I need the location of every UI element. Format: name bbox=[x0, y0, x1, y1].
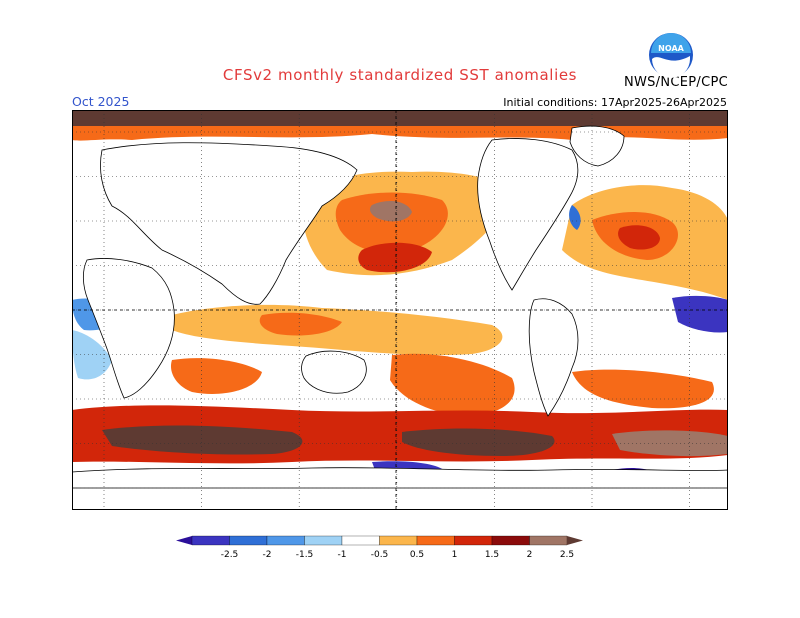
legend-tick-label: 2.5 bbox=[560, 550, 574, 560]
legend-tick-label: 2 bbox=[527, 550, 533, 560]
legend-tick-label: -2.5 bbox=[221, 550, 239, 560]
legend-tick-label: -0.5 bbox=[371, 550, 389, 560]
initial-conditions: Initial conditions: 17Apr2025-26Apr2025 bbox=[503, 96, 727, 109]
tropical-warm-anomaly bbox=[172, 304, 503, 356]
legend-swatch bbox=[491, 535, 530, 546]
legend-arrow-right bbox=[567, 536, 583, 545]
legend-tick-label: 1 bbox=[452, 550, 458, 560]
sst-anomaly-map: 80N60N40N20NEQ20S40S60S80S060E120E180120… bbox=[72, 110, 728, 510]
legend-tick-label: 1.5 bbox=[485, 550, 499, 560]
arctic-anomaly-band bbox=[72, 110, 728, 126]
map-frame bbox=[72, 110, 728, 510]
arctic-warm-fringe bbox=[72, 126, 728, 141]
noaa-logo: NOAA bbox=[649, 33, 693, 78]
south-america bbox=[528, 298, 579, 417]
forecast-period: Oct 2025 bbox=[72, 94, 130, 109]
indian-ocean-warm-anomaly bbox=[170, 358, 262, 394]
legend-swatch bbox=[266, 535, 305, 546]
legend-swatch bbox=[454, 535, 493, 546]
legend-tick-label: -1 bbox=[338, 550, 347, 560]
legend-tick-label: 0.5 bbox=[410, 550, 424, 560]
agency-label: NWS/NCEP/CPC bbox=[623, 75, 728, 90]
color-legend: -2.5 -2 -1.5 -1 -0.5 0.5 1 1.5 2 2.5 bbox=[176, 535, 583, 560]
legend-swatch bbox=[304, 535, 343, 546]
south-atlantic-warm-anomaly bbox=[572, 369, 714, 409]
south-pacific-warm-anomaly bbox=[390, 353, 515, 416]
africa bbox=[82, 258, 175, 399]
australia bbox=[301, 350, 367, 394]
legend-tick-label: -2 bbox=[263, 550, 272, 560]
chart-title: CFSv2 monthly standardized SST anomalies bbox=[222, 66, 578, 84]
legend-swatch bbox=[529, 535, 568, 546]
cold-anomaly-gulf-of-guinea bbox=[672, 295, 728, 333]
antarctica bbox=[72, 467, 728, 489]
legend-swatch bbox=[341, 535, 380, 546]
logo-text: NOAA bbox=[658, 44, 684, 53]
legend-swatch bbox=[416, 535, 455, 546]
legend-swatch bbox=[191, 535, 230, 546]
continents bbox=[72, 125, 728, 489]
greenland bbox=[569, 125, 625, 167]
legend-swatch bbox=[229, 535, 268, 546]
legend-arrow-left bbox=[176, 536, 192, 545]
eurasia bbox=[100, 142, 358, 305]
legend-tick-label: -1.5 bbox=[296, 550, 314, 560]
legend-swatch bbox=[379, 535, 418, 546]
